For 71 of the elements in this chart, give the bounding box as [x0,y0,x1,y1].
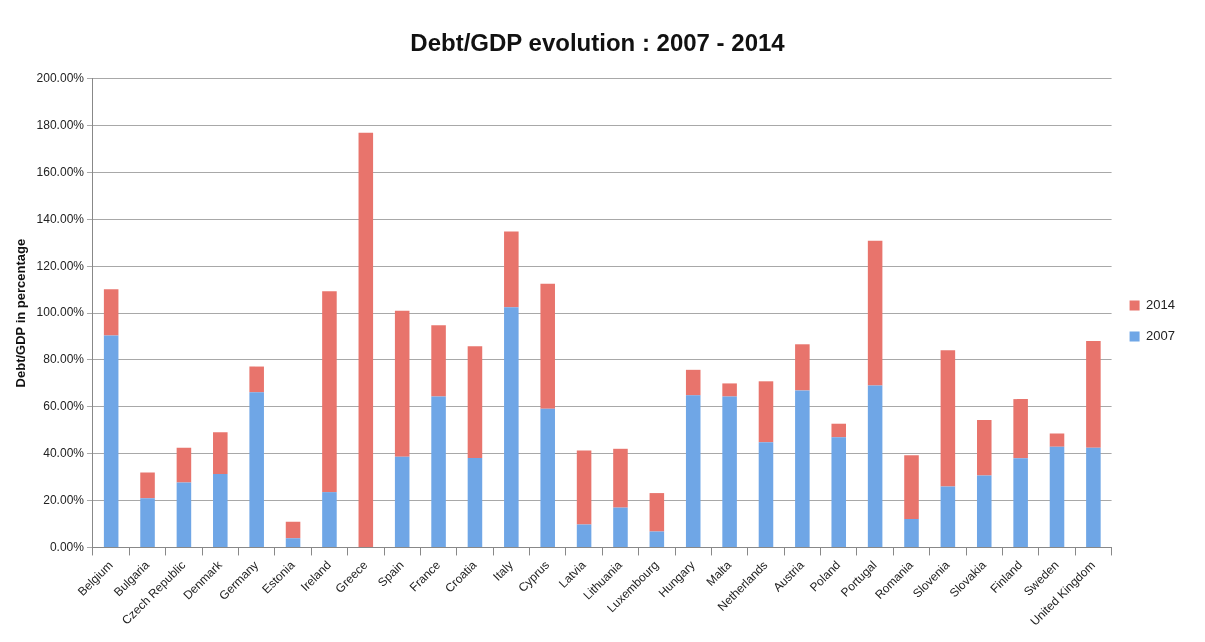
bar [1013,399,1028,459]
bar [576,450,592,525]
bar [758,442,774,547]
bar [467,457,483,547]
bar [976,419,992,476]
bar [1049,433,1065,447]
bar [722,396,737,547]
bar [685,395,701,547]
bar [904,519,919,547]
bar [394,456,410,547]
bar [976,475,992,547]
bar [504,307,519,547]
bar [213,474,228,547]
bar [540,283,555,409]
bar [1086,447,1101,547]
bar [394,310,410,457]
legend-label: 2014 [1146,297,1175,313]
bar [504,231,519,308]
bar [431,396,446,547]
bar [795,344,810,391]
bar [249,366,264,393]
y-tick-label: 120.00% [36,258,85,273]
bar [867,240,883,386]
y-axis-title: Debt/GDP in percentage [13,238,29,388]
y-tick-label: 80.00% [43,352,85,367]
bar [685,369,701,396]
bar [358,132,374,547]
bar [140,498,155,547]
bar [176,482,192,547]
bar [831,423,847,438]
bar [904,455,919,520]
y-tick-label: 0.00% [49,539,85,554]
bar [649,493,665,532]
bar [322,492,337,547]
y-tick-label: 180.00% [36,117,85,132]
bar [613,448,628,508]
y-tick-label: 40.00% [43,446,85,461]
bar [1049,446,1065,547]
bar [103,335,119,547]
bar [322,291,337,493]
y-tick-label: 20.00% [43,492,85,507]
bar [940,350,956,487]
bar [540,408,555,547]
bar [867,385,883,547]
y-tick-label: 100.00% [36,305,85,320]
bar [431,325,446,397]
bar [613,507,628,547]
y-tick-label: 140.00% [36,211,85,226]
x-tick-label: Italy [490,558,516,584]
bar [467,346,483,458]
chart-title: Debt/GDP evolution : 2007 - 2014 [410,29,786,57]
bar [176,447,192,483]
bar [722,383,737,397]
bar [285,538,301,547]
bar [831,437,847,547]
y-tick-label: 200.00% [36,71,85,86]
bar [249,392,264,547]
bar [140,472,155,499]
bar [213,432,228,475]
y-tick-label: 60.00% [43,399,85,414]
bar [649,531,665,547]
y-tick-label: 160.00% [36,164,85,179]
legend-label: 2007 [1146,328,1175,344]
bar [758,381,774,443]
bar [1013,458,1028,547]
bar [285,521,301,539]
bar [103,289,119,336]
bar [1086,341,1101,448]
bar [795,390,810,547]
bar [940,486,956,547]
bar [576,524,592,547]
